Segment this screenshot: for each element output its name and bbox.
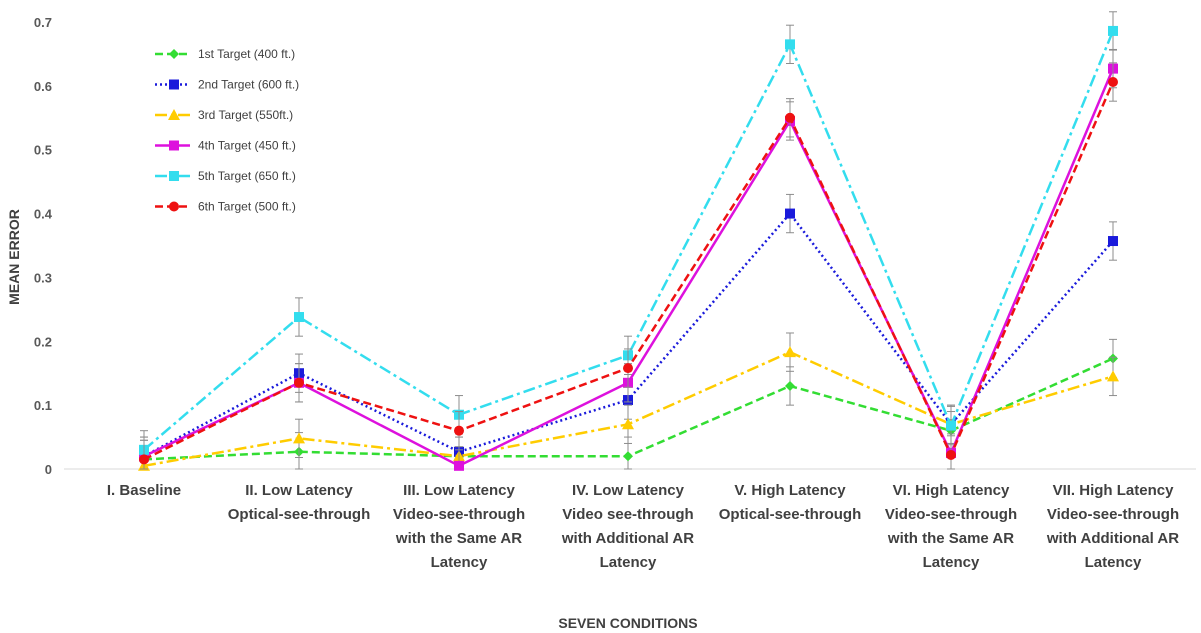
data-point (1107, 370, 1119, 382)
y-tick-label: 0.2 (34, 334, 52, 349)
x-axis-title: SEVEN CONDITIONS (558, 615, 697, 631)
legend-item: 1st Target (400 ft.) (155, 47, 295, 61)
x-tick-label-line: with the Same AR (395, 530, 522, 547)
x-tick-label: IV. Low Latency Video see-through with Add… (561, 482, 694, 571)
data-point (623, 451, 633, 462)
x-tick-label-line: Optical-see-through (719, 506, 862, 523)
data-point (294, 312, 304, 323)
y-tick-label: 0 (45, 462, 52, 477)
y-tick-label: 0.3 (34, 270, 52, 285)
x-tick-label-line: Optical-see-through (228, 506, 371, 523)
data-point (785, 112, 795, 123)
x-tick-label-line: with Additional AR (1046, 530, 1179, 547)
x-tick-label-line: VII. High Latency (1053, 482, 1175, 499)
x-tick-label-line: Video-see-through (885, 506, 1017, 523)
legend-label: 2nd Target (600 ft.) (198, 78, 299, 92)
legend-item: 4th Target (450 ft.) (155, 139, 296, 153)
data-point (139, 454, 149, 465)
x-axis: I. Baseline II. Low Latency Optical-see-th… (64, 468, 1196, 571)
x-tick-label-line: V. High Latency (734, 482, 846, 499)
legend-swatch-marker (169, 79, 179, 90)
x-tick-label: VI. High Latency Video-see-through with th… (885, 482, 1017, 571)
x-tick-label-line: Video-see-through (1047, 506, 1179, 523)
x-tick-label: II. Low Latency Optical-see-through (228, 482, 371, 523)
data-point (454, 460, 464, 471)
x-tick-label-line: II. Low Latency (245, 482, 353, 499)
legend-swatch-marker (169, 171, 179, 181)
y-tick-label: 0.6 (34, 79, 52, 94)
x-tick-label-line: Latency (600, 554, 657, 571)
x-tick-label-line: Latency (923, 554, 980, 571)
series-6 (139, 62, 1118, 470)
data-point (1108, 25, 1118, 36)
x-tick-label-line: VI. High Latency (893, 482, 1010, 499)
data-point (785, 208, 795, 219)
x-tick-label-line: Video see-through (562, 506, 693, 523)
legend-swatch-marker (169, 140, 179, 151)
x-tick-label-line: Video-see-through (393, 506, 525, 523)
legend-label: 1st Target (400 ft.) (198, 47, 295, 61)
legend-swatch-marker (169, 201, 179, 212)
legend-label: 3rd Target (550ft.) (198, 108, 293, 122)
x-tick-label-line: IV. Low Latency (572, 482, 685, 499)
x-tick-label-line: Latency (431, 554, 488, 571)
x-tick-label-line: I. Baseline (107, 482, 181, 499)
x-tick-label-line: with Additional AR (561, 530, 694, 547)
x-tick-label-line: Latency (1085, 554, 1142, 571)
legend-item: 2nd Target (600 ft.) (155, 78, 299, 92)
data-point (622, 418, 634, 430)
y-tick-label: 0.5 (34, 143, 52, 158)
legend-swatch-marker (168, 109, 180, 120)
legend-label: 5th Target (650 ft.) (198, 169, 296, 183)
x-tick-label-line: with the Same AR (887, 530, 1014, 547)
y-axis-title: MEAN ERROR (6, 209, 22, 305)
legend-label: 4th Target (450 ft.) (198, 139, 296, 153)
legend: 1st Target (400 ft.) 2nd Target (600 ft.)… (155, 47, 299, 214)
x-tick-label: I. Baseline (107, 482, 181, 499)
legend-item: 6th Target (500 ft.) (155, 200, 296, 214)
x-tick-label-line: III. Low Latency (403, 482, 515, 499)
x-tick-label: V. High Latency Optical-see-through (719, 482, 862, 523)
y-axis: 0 0.1 0.2 0.3 0.4 0.5 0.6 0.7 (34, 15, 53, 477)
legend-item: 3rd Target (550ft.) (155, 108, 293, 122)
data-point (946, 420, 956, 431)
data-point (293, 432, 305, 444)
plot-area (138, 11, 1119, 471)
data-point (294, 377, 304, 388)
y-tick-label: 0.1 (34, 398, 52, 413)
data-point (784, 346, 796, 358)
legend-label: 6th Target (500 ft.) (198, 200, 296, 214)
x-tick-label: VII. High Latency Video-see-through with A… (1046, 482, 1179, 571)
y-tick-label: 0.4 (34, 207, 53, 222)
data-point (785, 380, 795, 391)
x-tick-label: III. Low Latency Video-see-through with th… (393, 482, 525, 571)
y-tick-label: 0.7 (34, 15, 52, 30)
legend-swatch-marker (169, 49, 179, 59)
data-point (1108, 77, 1118, 88)
data-point (454, 425, 464, 436)
data-point (946, 449, 956, 460)
data-point (1108, 236, 1118, 247)
legend-item: 5th Target (650 ft.) (155, 169, 296, 183)
data-point (623, 363, 633, 374)
data-point (785, 39, 795, 50)
